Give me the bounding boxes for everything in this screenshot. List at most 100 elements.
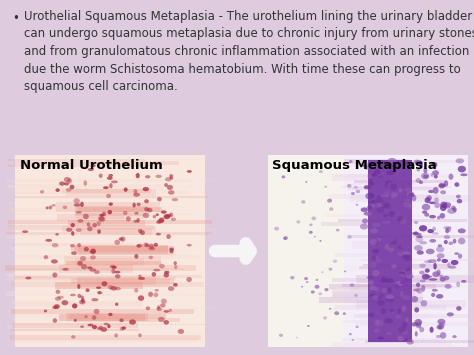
Ellipse shape: [352, 339, 354, 341]
Bar: [8, 208, 164, 212]
Ellipse shape: [318, 292, 322, 295]
Bar: [12, 278, 140, 281]
Bar: [11, 221, 190, 224]
Bar: [349, 286, 461, 288]
Ellipse shape: [399, 272, 405, 274]
Bar: [14, 215, 203, 217]
Ellipse shape: [92, 223, 97, 228]
Ellipse shape: [336, 229, 339, 231]
Ellipse shape: [159, 264, 165, 268]
Ellipse shape: [329, 207, 334, 211]
Ellipse shape: [138, 275, 142, 278]
Ellipse shape: [387, 182, 392, 187]
Ellipse shape: [442, 259, 448, 263]
Ellipse shape: [400, 271, 407, 277]
Ellipse shape: [301, 286, 303, 288]
Ellipse shape: [416, 235, 423, 238]
Ellipse shape: [428, 190, 434, 193]
Ellipse shape: [365, 193, 374, 200]
Bar: [342, 338, 442, 342]
Ellipse shape: [420, 300, 427, 306]
Ellipse shape: [372, 255, 376, 261]
Bar: [12, 278, 135, 282]
Bar: [8, 220, 212, 224]
Ellipse shape: [327, 199, 332, 203]
Ellipse shape: [92, 315, 96, 320]
Ellipse shape: [437, 258, 441, 262]
Ellipse shape: [145, 175, 150, 179]
Ellipse shape: [85, 288, 90, 292]
Ellipse shape: [458, 166, 466, 173]
Bar: [78, 246, 173, 255]
Ellipse shape: [436, 325, 443, 329]
Bar: [11, 307, 219, 310]
Ellipse shape: [384, 244, 389, 250]
Ellipse shape: [114, 333, 118, 338]
Ellipse shape: [144, 242, 148, 247]
Ellipse shape: [436, 294, 443, 299]
Ellipse shape: [440, 190, 446, 194]
Ellipse shape: [81, 264, 87, 269]
Ellipse shape: [311, 217, 316, 220]
Ellipse shape: [414, 319, 422, 326]
Ellipse shape: [413, 231, 419, 235]
Ellipse shape: [375, 256, 378, 259]
Ellipse shape: [372, 295, 378, 300]
Bar: [8, 185, 205, 189]
Ellipse shape: [70, 294, 76, 296]
Ellipse shape: [404, 162, 410, 166]
Bar: [56, 202, 160, 212]
Ellipse shape: [440, 277, 446, 282]
Ellipse shape: [439, 213, 445, 219]
Bar: [66, 313, 148, 321]
Ellipse shape: [381, 288, 387, 293]
Ellipse shape: [407, 191, 414, 197]
Ellipse shape: [334, 311, 339, 315]
Bar: [6, 232, 212, 235]
Ellipse shape: [70, 244, 75, 247]
Ellipse shape: [437, 253, 445, 258]
Ellipse shape: [432, 170, 439, 175]
Ellipse shape: [443, 226, 452, 229]
Ellipse shape: [368, 201, 373, 203]
Ellipse shape: [100, 327, 107, 332]
Ellipse shape: [136, 173, 140, 179]
Ellipse shape: [324, 288, 328, 291]
Ellipse shape: [66, 228, 73, 232]
Ellipse shape: [419, 225, 427, 231]
Bar: [356, 275, 474, 283]
Ellipse shape: [444, 240, 448, 244]
Bar: [11, 243, 135, 246]
Ellipse shape: [460, 173, 467, 176]
Ellipse shape: [283, 236, 288, 240]
Ellipse shape: [186, 277, 192, 282]
Ellipse shape: [52, 243, 58, 247]
Ellipse shape: [419, 327, 424, 332]
Ellipse shape: [108, 285, 113, 289]
Ellipse shape: [149, 256, 153, 259]
Bar: [13, 156, 203, 160]
Ellipse shape: [133, 203, 136, 208]
Ellipse shape: [397, 252, 403, 256]
Bar: [64, 256, 161, 265]
Ellipse shape: [148, 247, 155, 250]
Bar: [344, 266, 460, 271]
Ellipse shape: [169, 213, 173, 217]
Ellipse shape: [410, 232, 418, 235]
Ellipse shape: [452, 335, 456, 338]
Ellipse shape: [421, 285, 425, 292]
Ellipse shape: [444, 180, 448, 187]
Ellipse shape: [81, 297, 84, 303]
Ellipse shape: [400, 291, 403, 297]
Ellipse shape: [431, 293, 435, 297]
Ellipse shape: [106, 194, 111, 198]
Ellipse shape: [417, 321, 421, 328]
Bar: [319, 297, 423, 303]
Ellipse shape: [377, 195, 382, 198]
Ellipse shape: [88, 324, 93, 327]
Ellipse shape: [138, 333, 142, 337]
Ellipse shape: [148, 292, 153, 297]
Ellipse shape: [91, 248, 96, 254]
Ellipse shape: [57, 296, 64, 299]
Ellipse shape: [395, 315, 402, 319]
